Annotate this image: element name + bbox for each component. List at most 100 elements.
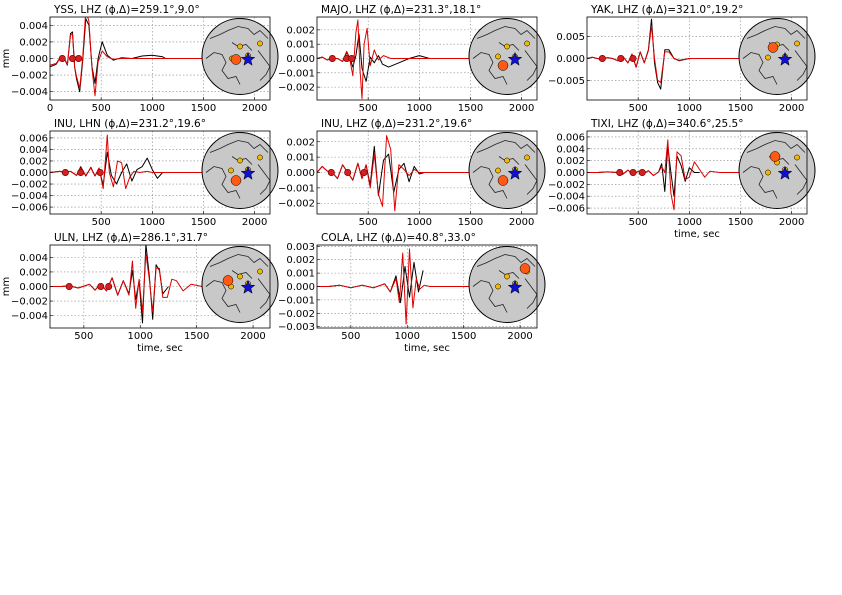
y-tick-label: 0.000	[286, 54, 315, 65]
coastline	[205, 280, 241, 313]
coastline	[746, 140, 806, 153]
x-tick-label: 2000	[240, 331, 265, 342]
phase-pick-marker	[69, 54, 77, 62]
selected-station-marker	[230, 54, 242, 65]
observed-trace	[50, 18, 166, 93]
x-tick-label: 1000	[407, 217, 432, 228]
y-tick-label: −0.002	[11, 180, 48, 191]
phase-pick-marker	[58, 54, 66, 62]
x-tick-label: 1500	[728, 103, 753, 114]
globe-disc	[201, 246, 279, 323]
phase-pick-marker	[638, 169, 646, 177]
phase-pick-marker	[616, 169, 624, 177]
phase-pick-marker	[629, 54, 637, 62]
y-tick-label: 0.002	[19, 156, 48, 167]
y-tick-label: 0.004	[19, 145, 48, 156]
x-axis-label: time, sec	[404, 343, 450, 354]
phase-pick-marker	[96, 169, 104, 177]
x-tick-label: 1000	[395, 331, 420, 342]
x-tick-label: 500	[629, 217, 648, 228]
panel-title: YSS, LHZ (ϕ,Δ)=259.1°,9.0°	[53, 4, 200, 16]
x-tick-label: 1000	[677, 217, 702, 228]
x-tick-label: 500	[74, 331, 93, 342]
y-tick-label: 0.002	[19, 267, 48, 278]
x-tick-label: 1500	[191, 217, 216, 228]
y-tick-label: −0.004	[11, 311, 48, 322]
synthetic-trace	[587, 139, 761, 211]
station-marker	[504, 157, 510, 164]
y-tick-label: −0.006	[548, 204, 585, 215]
globe-disc	[738, 18, 816, 95]
globe-inset	[201, 246, 279, 323]
station-marker	[794, 154, 800, 161]
coastline	[209, 140, 269, 153]
phase-pick-marker	[65, 282, 73, 290]
event-star-icon	[507, 279, 523, 294]
selected-station-marker	[497, 60, 509, 71]
y-tick-label: −0.006	[11, 203, 48, 214]
y-tick-label: −0.001	[278, 183, 315, 194]
phase-pick-marker	[598, 54, 606, 62]
panel-title: MAJO, LHZ (ϕ,Δ)=231.3°,18.1°	[321, 4, 481, 16]
phase-pick-marker	[105, 282, 113, 290]
globe-inset	[468, 246, 546, 323]
event-star-icon	[777, 165, 793, 180]
coastline	[476, 26, 536, 39]
coastline	[498, 270, 520, 279]
chart-panel-5: 500 1000 1500 2000 −0.002 −0.001 0.000 0.001 0.0…	[278, 118, 546, 228]
event-star-icon	[240, 279, 256, 294]
globe-inset	[468, 132, 546, 209]
synthetic-trace	[317, 135, 491, 212]
phase-pick-marker	[360, 169, 368, 177]
x-tick-label: 2000	[509, 103, 534, 114]
x-tick-label: 2000	[242, 217, 267, 228]
y-tick-label: −0.004	[548, 192, 585, 203]
x-tick-label: 1000	[128, 331, 153, 342]
y-tick-label: 0.004	[19, 21, 48, 32]
coastline	[742, 52, 778, 85]
y-tick-label: −0.005	[548, 76, 585, 87]
panel-title: COLA, LHZ (ϕ,Δ)=40.8°,33.0°	[321, 232, 476, 244]
phase-pick-marker	[348, 54, 356, 62]
globe-disc	[738, 132, 816, 209]
station-marker	[257, 40, 263, 47]
y-tick-label: 0.004	[556, 144, 585, 155]
phase-pick-marker	[77, 169, 85, 177]
station-marker	[237, 273, 243, 280]
x-tick-label: 500	[92, 103, 111, 114]
coastline	[472, 166, 508, 199]
event-star-icon	[777, 51, 793, 66]
x-tick-label: 0	[47, 103, 53, 114]
selected-station-marker	[230, 175, 242, 186]
synthetic-trace	[317, 19, 491, 100]
station-marker	[504, 273, 510, 280]
synthetic-trace	[50, 253, 220, 313]
x-tick-label: 1000	[140, 217, 165, 228]
phase-pick-marker	[61, 169, 69, 177]
selected-station-marker	[519, 263, 531, 274]
y-tick-label: 0.006	[556, 132, 585, 143]
observed-trace	[50, 151, 163, 186]
coastline	[472, 280, 508, 313]
x-axis-label: time, sec	[137, 343, 183, 354]
globe-disc	[468, 18, 546, 95]
x-tick-label: 1000	[677, 103, 702, 114]
y-axis-label: mm	[1, 277, 12, 296]
panel-title: ULN, LHZ (ϕ,Δ)=286.1°,31.7°	[54, 232, 208, 244]
x-tick-label: 500	[359, 217, 378, 228]
x-tick-label: 1000	[140, 103, 165, 114]
coastline	[742, 166, 778, 199]
y-tick-label: 0.001	[286, 269, 315, 280]
y-tick-label: 0.002	[286, 25, 315, 36]
panel-title: TIXI, LHZ (ϕ,Δ)=340.6°,25.5°	[590, 118, 743, 130]
y-tick-label: 0.001	[286, 153, 315, 164]
panel-title: YAK, LHZ (ϕ,Δ)=321.0°,19.2°	[590, 4, 743, 16]
x-axis-label: time, sec	[674, 229, 720, 240]
station-marker	[257, 268, 263, 275]
y-tick-label: 0.002	[19, 37, 48, 48]
chart-panel-8: 500 1000 1500 2000 −0.003 −0.002 −0.001 0.000 0.…	[278, 232, 546, 354]
y-tick-label: −0.004	[11, 87, 48, 98]
y-tick-label: 0.005	[556, 32, 585, 43]
y-tick-label: 0.000	[556, 54, 585, 65]
